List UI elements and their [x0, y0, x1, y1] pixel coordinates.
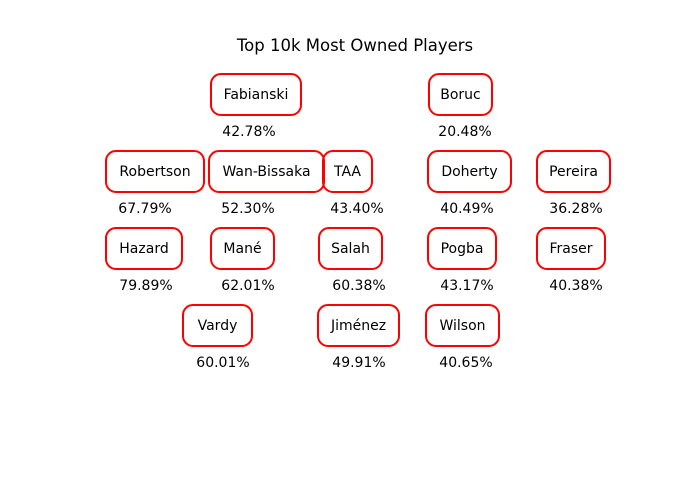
ownership-label-pogba: 43.17%: [440, 278, 494, 294]
player-box-taa: TAA: [322, 150, 373, 193]
player-box-fabianski: Fabianski: [210, 73, 302, 116]
player-box-wan-bissaka: Wan-Bissaka: [208, 150, 325, 193]
player-box-robertson: Robertson: [105, 150, 205, 193]
player-box-vardy: Vardy: [182, 304, 253, 347]
ownership-label-hazard: 79.89%: [119, 278, 173, 294]
chart-title: Top 10k Most Owned Players: [236, 36, 474, 55]
ownership-label-fraser: 40.38%: [549, 278, 603, 294]
ownership-label-mane: 62.01%: [221, 278, 275, 294]
player-box-pogba: Pogba: [427, 227, 497, 270]
ownership-label-jimenez: 49.91%: [332, 355, 386, 371]
ownership-label-vardy: 60.01%: [196, 355, 250, 371]
player-box-hazard: Hazard: [105, 227, 183, 270]
player-box-salah: Salah: [318, 227, 383, 270]
ownership-label-robertson: 67.79%: [118, 201, 172, 217]
ownership-label-wilson: 40.65%: [439, 355, 493, 371]
player-box-fraser: Fraser: [536, 227, 606, 270]
ownership-label-boruc: 20.48%: [438, 124, 492, 140]
ownership-label-wan-bissaka: 52.30%: [221, 201, 275, 217]
ownership-label-taa: 43.40%: [330, 201, 384, 217]
ownership-label-fabianski: 42.78%: [222, 124, 276, 140]
ownership-label-doherty: 40.49%: [440, 201, 494, 217]
ownership-label-salah: 60.38%: [332, 278, 386, 294]
player-box-doherty: Doherty: [427, 150, 512, 193]
player-box-jimenez: Jiménez: [317, 304, 400, 347]
ownership-label-pereira: 36.28%: [549, 201, 603, 217]
player-box-pereira: Pereira: [536, 150, 611, 193]
player-box-mane: Mané: [210, 227, 275, 270]
player-box-wilson: Wilson: [425, 304, 500, 347]
player-box-boruc: Boruc: [428, 73, 493, 116]
